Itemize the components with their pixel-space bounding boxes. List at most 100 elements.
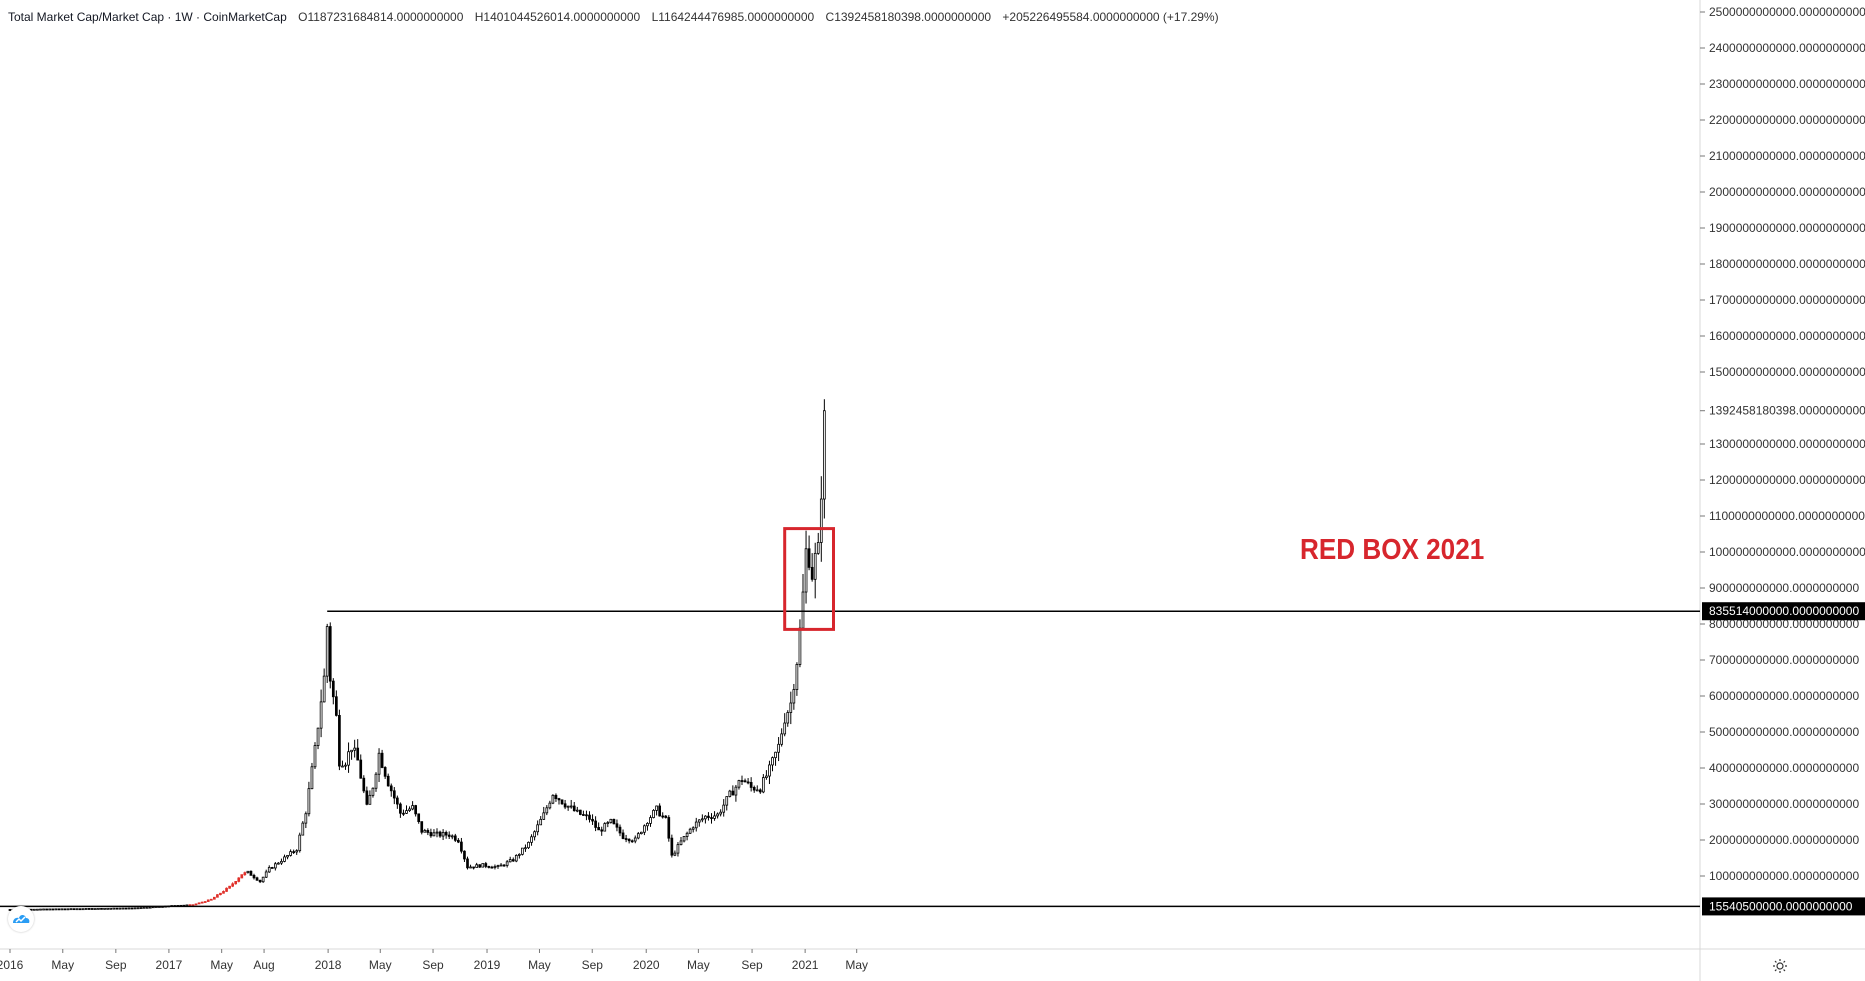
candle-body	[280, 860, 283, 864]
candle-body	[225, 887, 228, 892]
candle-body	[75, 908, 79, 911]
x-tick-label: Sep	[422, 958, 444, 972]
candle-body	[270, 867, 274, 869]
candle-body	[136, 907, 140, 910]
candle-body	[557, 798, 561, 801]
candle-body	[453, 835, 457, 841]
candle-body	[383, 767, 387, 777]
candle-body	[673, 852, 677, 856]
candle-body	[481, 863, 485, 868]
candle-body	[786, 712, 790, 724]
y-tick-label: 2400000000000.0000000000	[1709, 41, 1865, 55]
candle-body	[429, 832, 433, 837]
candle-body	[243, 872, 247, 876]
y-tick-label: 1700000000000.0000000000	[1709, 293, 1865, 307]
candle-body	[487, 866, 491, 868]
x-tick-label: 2019	[474, 958, 501, 972]
candle-body	[643, 825, 646, 833]
candle-body	[789, 702, 793, 713]
candle-body	[60, 908, 64, 911]
candle-body	[813, 552, 817, 580]
x-tick-label: 2021	[792, 958, 819, 972]
candle-body	[194, 903, 198, 906]
price-label: 15540500000.0000000000	[1709, 899, 1853, 913]
candle-body	[493, 866, 497, 868]
candle-body	[69, 908, 73, 911]
candle-body	[188, 904, 192, 907]
candle-body	[203, 901, 207, 903]
x-tick-label: Aug	[253, 958, 274, 972]
y-tick-label: 1300000000000.0000000000	[1709, 437, 1865, 451]
candle-body	[521, 847, 524, 855]
candle-body	[347, 751, 350, 766]
y-tick-label: 2300000000000.0000000000	[1709, 77, 1865, 91]
candle-body	[621, 832, 625, 839]
candle-body	[572, 805, 576, 812]
candle-body	[45, 908, 48, 911]
candle-body	[734, 786, 738, 796]
candle-body	[612, 818, 616, 825]
candle-body	[197, 902, 201, 905]
y-tick-label: 100000000000.0000000000	[1709, 869, 1859, 883]
candle-body	[258, 879, 262, 883]
candle-body	[240, 874, 244, 879]
legend-change: +205226495584.0000000000 (+17.29%)	[1002, 10, 1219, 24]
x-tick-label: May	[210, 958, 233, 972]
candle-body	[533, 831, 536, 838]
candle-body	[463, 850, 466, 860]
y-tick-label: 2200000000000.0000000000	[1709, 113, 1865, 127]
candle-body	[725, 796, 729, 806]
candle-body	[335, 696, 338, 716]
candle-body	[87, 908, 91, 910]
candle-body	[374, 773, 378, 789]
candle-body	[704, 815, 707, 820]
gear-icon[interactable]	[1772, 958, 1788, 974]
candle-body	[661, 815, 665, 818]
candle-body	[325, 626, 329, 677]
x-tick-label: May	[687, 958, 710, 972]
red-box-annotation: RED BOX 2021	[1300, 534, 1485, 566]
candle-body	[246, 870, 250, 874]
candle-body	[112, 907, 116, 910]
tradingview-logo-icon[interactable]	[8, 906, 34, 932]
candle-body	[600, 829, 604, 832]
x-tick-label: 2017	[156, 958, 183, 972]
candle-body	[496, 865, 500, 867]
legend-open: O1187231684814.0000000000	[298, 10, 464, 24]
candle-body	[216, 894, 219, 898]
candle-body	[606, 822, 610, 825]
legend-high: H1401044526014.0000000000	[474, 10, 641, 24]
x-tick-label: 2020	[633, 958, 660, 972]
candle-body	[579, 809, 582, 815]
candle-body	[807, 548, 811, 568]
candle-body	[823, 410, 826, 500]
red-box	[783, 527, 836, 631]
x-tick-label: May	[528, 958, 551, 972]
candle-body	[438, 831, 442, 837]
candle-body	[304, 813, 308, 824]
x-tick-label: May	[51, 958, 74, 972]
candle-body	[472, 866, 475, 869]
candle-body	[777, 743, 780, 753]
candle-body	[121, 907, 125, 910]
candle-body	[716, 813, 719, 817]
candle-body	[51, 908, 55, 911]
candle-body	[396, 797, 399, 805]
candle-body	[575, 809, 579, 812]
candle-body	[511, 859, 515, 862]
candle-body	[353, 747, 356, 751]
candle-body	[469, 866, 472, 869]
candle-body	[91, 908, 94, 910]
candle-body	[655, 805, 658, 811]
candle-body	[554, 794, 558, 800]
candle-body	[685, 832, 689, 837]
candle-body	[640, 831, 643, 835]
candle-body	[319, 701, 323, 729]
candle-body	[771, 757, 774, 766]
candle-body	[295, 850, 299, 853]
candle-body	[267, 867, 271, 873]
y-tick-label: 1100000000000.0000000000	[1709, 509, 1865, 523]
candle-body	[746, 781, 750, 784]
